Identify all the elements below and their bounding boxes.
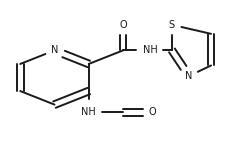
Text: N: N — [51, 45, 58, 55]
Text: O: O — [149, 107, 156, 117]
Text: NH: NH — [142, 45, 157, 55]
Text: O: O — [119, 20, 127, 30]
Text: N: N — [185, 71, 193, 81]
Text: NH: NH — [81, 107, 96, 117]
Text: S: S — [169, 20, 175, 30]
